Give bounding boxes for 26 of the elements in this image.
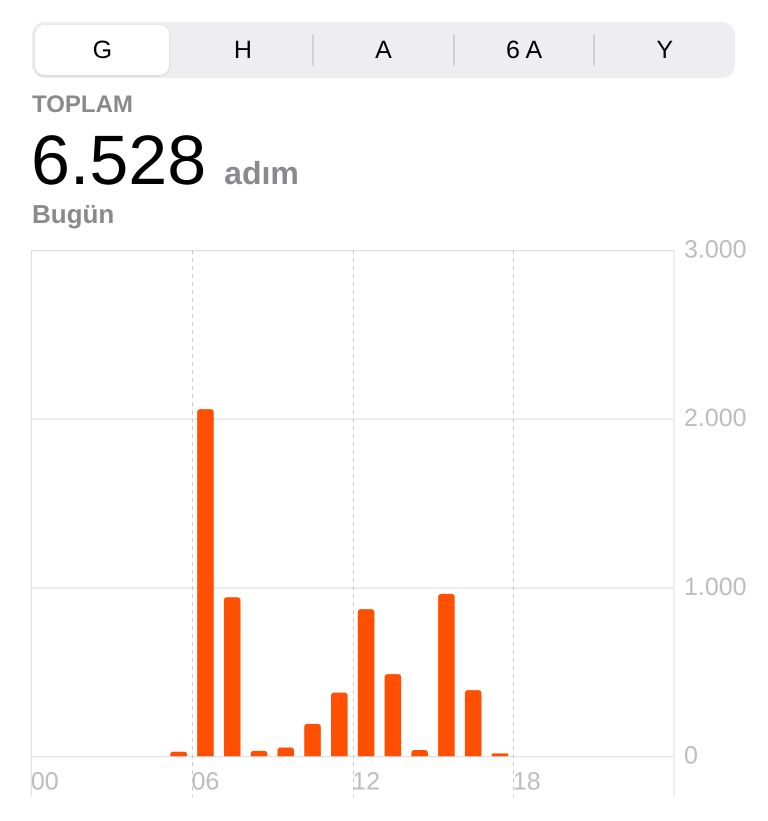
- bar: [492, 753, 508, 756]
- y-tick-label: 2.000: [684, 404, 747, 432]
- bar: [250, 750, 268, 756]
- segmented-control: G H A 6 A Y: [32, 22, 735, 78]
- bar: [438, 594, 455, 756]
- bar: [197, 409, 214, 756]
- bar: [331, 692, 348, 756]
- bar: [464, 690, 482, 756]
- text: 6.528: [31, 121, 206, 199]
- y-tick-label: 1.000: [684, 572, 747, 601]
- bar: [358, 609, 374, 756]
- x-tick-label: 12: [352, 768, 380, 796]
- x-tick-label: 18: [512, 768, 541, 796]
- text: adım: [224, 155, 299, 191]
- bar: [304, 724, 321, 756]
- chart-title: TOPLAM: [32, 91, 133, 118]
- x-tick-label: 00: [30, 768, 59, 796]
- chart-subtitle: Bugün: [32, 199, 114, 229]
- bar: [224, 597, 241, 756]
- bar: [277, 748, 294, 756]
- y-tick-label: 0: [684, 742, 698, 770]
- y-tick-label: 3.000: [684, 235, 747, 264]
- bar: [411, 750, 428, 756]
- bar: [384, 674, 402, 756]
- bar: [170, 752, 187, 756]
- x-tick-label: 06: [192, 768, 220, 796]
